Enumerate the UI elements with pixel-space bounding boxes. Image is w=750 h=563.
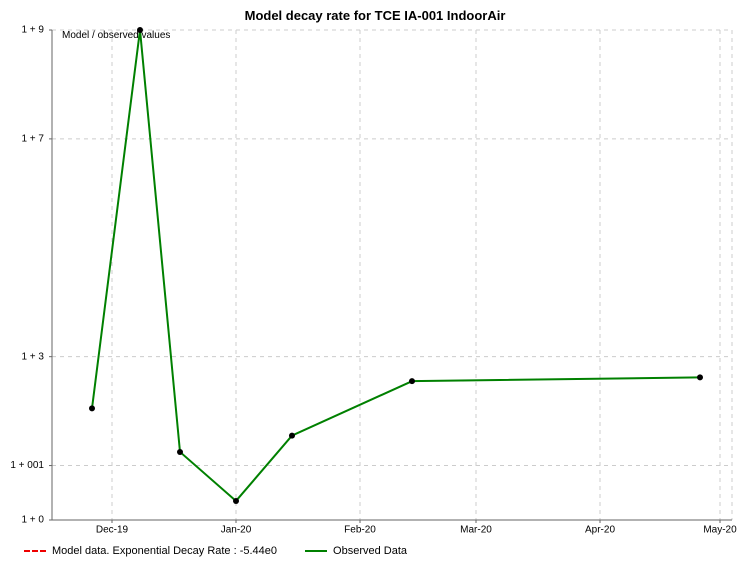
- data-point: [233, 498, 239, 504]
- legend-swatch-model: [24, 550, 46, 552]
- svg-text:Feb-20: Feb-20: [344, 524, 376, 535]
- legend-swatch-observed: [305, 550, 327, 552]
- chart-legend: Model data. Exponential Decay Rate : -5.…: [24, 545, 407, 557]
- data-point: [697, 374, 703, 380]
- data-point: [137, 27, 143, 33]
- chart-container: Model decay rate for TCE IA-001 IndoorAi…: [0, 0, 750, 563]
- legend-item-observed: Observed Data: [305, 545, 407, 557]
- legend-label-model: Model data. Exponential Decay Rate : -5.…: [52, 545, 277, 557]
- svg-text:1 + 3: 1 + 3: [21, 351, 44, 362]
- svg-text:Model / observed values: Model / observed values: [62, 30, 170, 41]
- svg-text:1 + 9: 1 + 9: [21, 25, 44, 36]
- data-point: [89, 405, 95, 411]
- data-point: [409, 378, 415, 384]
- svg-text:1 + 0: 1 + 0: [21, 515, 44, 526]
- svg-text:Dec-19: Dec-19: [96, 524, 129, 535]
- svg-text:1 + 001: 1 + 001: [10, 460, 44, 471]
- data-point: [177, 449, 183, 455]
- data-point: [289, 433, 295, 439]
- observed-line: [92, 30, 700, 501]
- svg-text:Jan-20: Jan-20: [221, 524, 252, 535]
- legend-item-model: Model data. Exponential Decay Rate : -5.…: [24, 545, 277, 557]
- svg-text:May-20: May-20: [703, 524, 737, 535]
- svg-text:Apr-20: Apr-20: [585, 524, 615, 535]
- chart-plot-svg: 1 + 0 1 + 001 1 + 3 1 + 7 1 + 9 Dec-19 Jan-20 F…: [0, 0, 750, 563]
- svg-text:Mar-20: Mar-20: [460, 524, 492, 535]
- svg-text:1 + 7: 1 + 7: [21, 134, 44, 145]
- legend-label-observed: Observed Data: [333, 545, 407, 557]
